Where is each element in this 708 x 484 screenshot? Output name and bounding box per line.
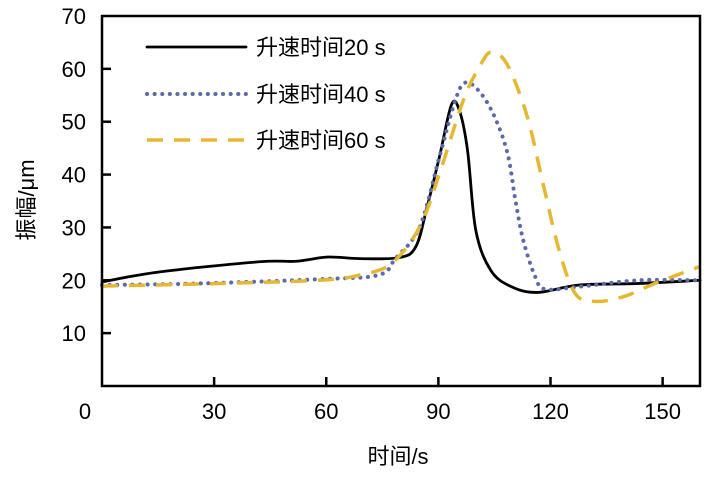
x-tick-label: 30 (202, 399, 226, 424)
ticks-layer: 0 30 60 90 120 150 10 20 30 40 50 60 70 (62, 4, 681, 424)
legend-item: 升速时间20 s (145, 35, 386, 60)
legend-item: 升速时间60 s (147, 128, 386, 153)
y-tick-label: 40 (62, 163, 86, 188)
legend-item: 升速时间40 s (145, 82, 386, 107)
series-layer (100, 50, 702, 304)
legend-label: 升速时间60 s (256, 128, 386, 153)
y-tick-label: 20 (62, 268, 86, 293)
legend: 升速时间20 s 升速时间40 s 升速时间60 s (145, 35, 386, 153)
y-tick-label: 10 (62, 321, 86, 346)
y-tick-label: 30 (62, 215, 86, 240)
x-tick-label: 150 (644, 399, 681, 424)
x-tick-label: 90 (426, 399, 450, 424)
y-tick-label: 70 (62, 4, 86, 29)
series-line-3 (101, 50, 701, 304)
series-line-2 (100, 80, 702, 292)
x-axis-label: 时间/s (367, 444, 428, 469)
legend-label: 升速时间20 s (256, 35, 386, 60)
x-tick-label: 120 (532, 399, 569, 424)
series-line-1 (100, 99, 702, 294)
plot-frame (100, 14, 702, 388)
y-tick-label: 60 (62, 57, 86, 82)
y-tick-label: 50 (62, 110, 86, 135)
x-tick-label: 0 (79, 399, 91, 424)
y-axis-label: 振幅/μm (14, 159, 39, 240)
legend-label: 升速时间40 s (256, 82, 386, 107)
x-tick-label: 60 (314, 399, 338, 424)
